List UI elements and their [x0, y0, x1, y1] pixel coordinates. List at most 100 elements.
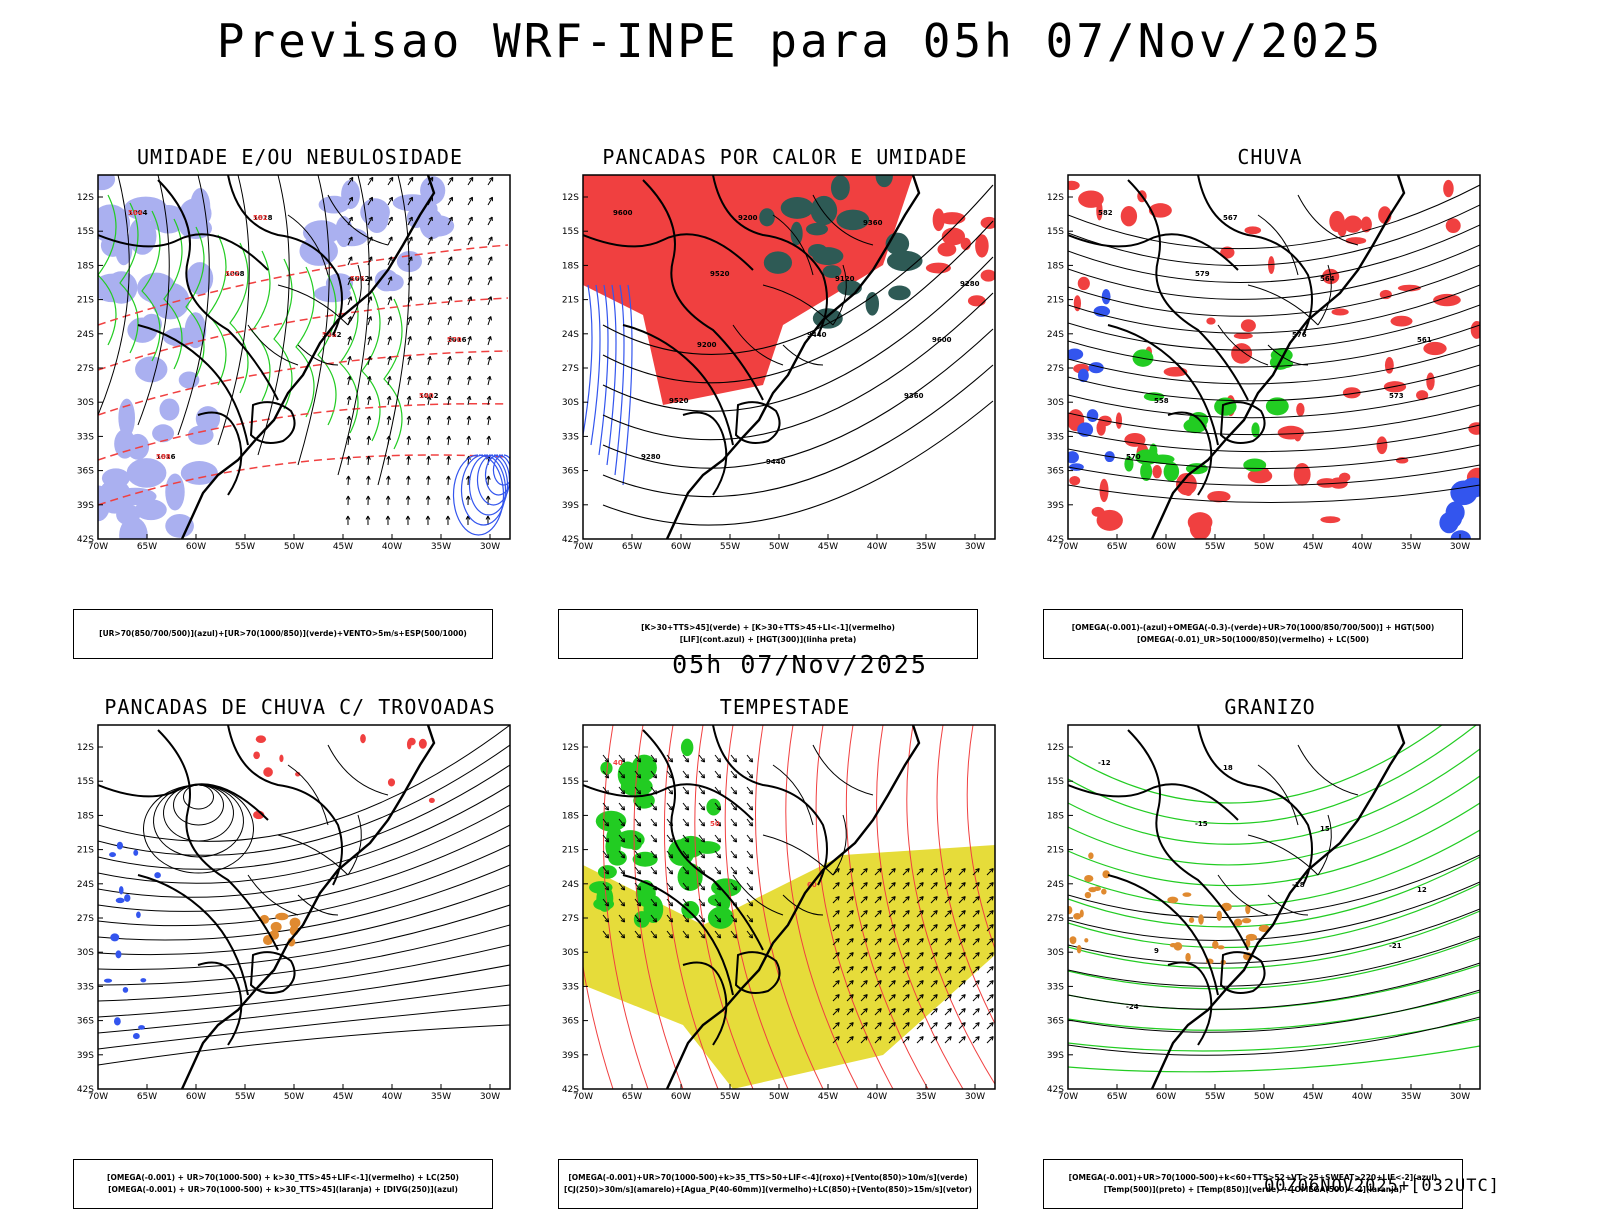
lat-tick-label: 21S: [562, 846, 579, 856]
state-border: [813, 745, 873, 795]
lat-tick-label: 24S: [1047, 330, 1064, 340]
divergence-area: [133, 850, 138, 856]
lon-tick-label: 50W: [769, 1092, 789, 1102]
lon-tick-label: 65W: [622, 542, 642, 552]
convection-area: [981, 270, 997, 282]
storm-area: [263, 767, 273, 777]
lon-tick-label: 55W: [1205, 1092, 1225, 1102]
omega-area: [1217, 911, 1222, 921]
divergence-area: [154, 872, 161, 878]
rain-area: [1149, 203, 1172, 217]
rain-area: [1231, 343, 1252, 364]
map-layers: 9600952094409360928092009120960095209440…: [583, 173, 998, 539]
lat-tick-label: 36S: [77, 467, 94, 477]
lon-tick-label: 45W: [818, 542, 838, 552]
coastline: [1152, 725, 1404, 1089]
lat-tick-label: 33S: [1047, 982, 1064, 992]
temp850-contour: [1068, 911, 1480, 968]
lon-tick-label: 65W: [137, 542, 157, 552]
lon-tick-label: 70W: [1058, 1092, 1078, 1102]
convection-area: [791, 222, 803, 246]
lon-tick-label: 65W: [1107, 542, 1127, 552]
rain-area: [1426, 372, 1434, 390]
lat-tick-label: 12S: [77, 193, 94, 203]
lat-tick-label: 30S: [1047, 948, 1064, 958]
lon-tick-label: 30W: [480, 1092, 500, 1102]
rain-area: [1116, 412, 1122, 429]
humidity-contour: [208, 235, 226, 385]
storm-area: [429, 798, 435, 803]
rain-area: [1468, 422, 1484, 435]
contour-label: 15: [1320, 825, 1330, 833]
storm-area: [419, 739, 427, 749]
lat-tick-label: 27S: [562, 364, 579, 374]
lon-tick-label: 60W: [1156, 542, 1176, 552]
convection-area: [808, 244, 828, 258]
humidity-area: [152, 424, 174, 442]
lon-tick-label: 50W: [284, 542, 304, 552]
convection-area: [866, 292, 879, 316]
lat-tick-label: 15S: [562, 777, 579, 787]
forecast-map: 58257957657357056756456155812S15S18S21S2…: [1020, 173, 1520, 593]
panel-legend: [OMEGA(-0.001)+UR>70(1000-500)+k<60+TTS>…: [1043, 1159, 1463, 1209]
map-layers: [98, 725, 510, 1089]
lon-tick-label: 40W: [867, 542, 887, 552]
lat-tick-label: 12S: [562, 743, 579, 753]
divergence-area: [136, 912, 141, 919]
rain-area: [1121, 206, 1137, 226]
omega-area: [1167, 897, 1178, 903]
humidity-area: [341, 180, 360, 209]
lon-tick-label: 40W: [1352, 1092, 1372, 1102]
map-frame: [98, 725, 510, 1089]
convection-area: [781, 197, 814, 219]
lon-tick-label: 60W: [1156, 1092, 1176, 1102]
contour-label: 561: [1417, 336, 1432, 344]
panel-title: PANCADAS POR CALOR E UMIDADE: [535, 145, 1035, 169]
country-border: [138, 875, 248, 995]
legend-line: [Temp(500)](preto) + [Temp(850)](verde) …: [1044, 1184, 1462, 1196]
temp850-contour: [1068, 1046, 1480, 1072]
streamline: [143, 785, 253, 873]
lon-tick-label: 55W: [720, 1092, 740, 1102]
convection-area: [831, 175, 850, 200]
lat-tick-label: 27S: [1047, 364, 1064, 374]
temp500-contour: [1068, 1017, 1480, 1055]
humidity-contour: [362, 291, 380, 441]
lon-tick-label: 55W: [1205, 542, 1225, 552]
divergence-area: [119, 886, 124, 894]
panel-legend: [OMEGA(-0.001)-(azul)+OMEGA(-0.3)-(verde…: [1043, 609, 1463, 659]
lon-tick-label: 70W: [573, 542, 593, 552]
omega-area: [1066, 906, 1072, 914]
lon-tick-label: 40W: [1352, 542, 1372, 552]
geopotential-contour: [1068, 485, 1480, 503]
convection-area: [759, 208, 775, 226]
humidity-area: [303, 220, 340, 245]
panel-title: UMIDADE E/OU NEBULOSIDADE: [50, 145, 550, 169]
forecast-map: -12-15-18-21-24181512912S15S18S21S24S27S…: [1020, 723, 1520, 1143]
lat-tick-label: 27S: [77, 364, 94, 374]
lon-tick-label: 70W: [573, 1092, 593, 1102]
strong-wind-area: [708, 907, 734, 929]
page-title: Previsao WRF-INPE para 05h 07/Nov/2025: [0, 14, 1600, 68]
rain-area: [1346, 237, 1367, 244]
legend-line: [OMEGA(-0.001)+UR>70(1000-500)+k<60+TTS>…: [1044, 1172, 1462, 1184]
legend-line: [OMEGA(-0.001)+UR>70(1000-500)+k>35_TTS>…: [559, 1172, 977, 1184]
omega-area: [1189, 917, 1194, 923]
forecast-map: 40506012S15S18S21S24S27S30S33S36S39S42S7…: [535, 723, 1035, 1143]
lifted-index-contour: [591, 285, 600, 445]
cyclone-contour: [486, 455, 512, 495]
lat-tick-label: 15S: [77, 777, 94, 787]
lon-tick-label: 45W: [818, 1092, 838, 1102]
contour-label: 582: [1098, 209, 1113, 217]
lon-tick-label: 60W: [671, 1092, 691, 1102]
temp850-contour: [1068, 723, 1480, 824]
omega-area: [1101, 889, 1106, 895]
lifted-index-contour: [607, 285, 616, 465]
lon-tick-label: 55W: [235, 542, 255, 552]
lat-tick-label: 27S: [562, 914, 579, 924]
lat-tick-label: 39S: [562, 501, 579, 511]
lon-tick-label: 40W: [382, 1092, 402, 1102]
legend-line: [OMEGA(-0.01)_UR>50(1000/850)(vermelho) …: [1044, 634, 1462, 646]
convection-area: [811, 196, 838, 225]
